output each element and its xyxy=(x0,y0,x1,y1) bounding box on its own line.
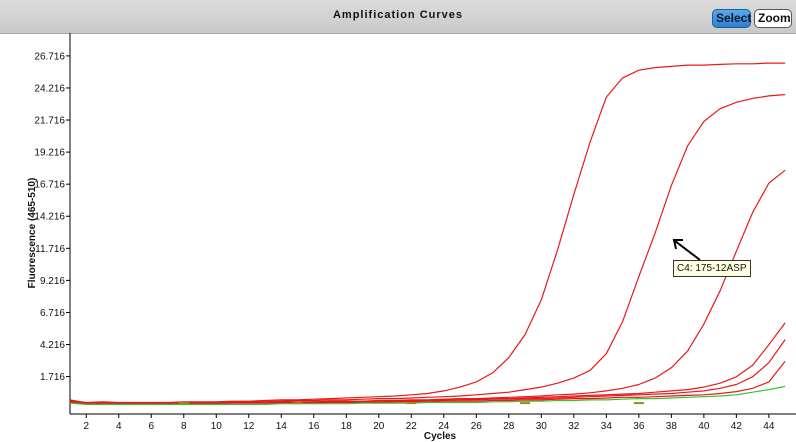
baseline-marker xyxy=(520,402,531,405)
x-tick-label: 44 xyxy=(763,421,775,432)
chart-title: Amplification Curves xyxy=(332,9,464,21)
x-tick-label: 38 xyxy=(666,421,678,432)
arrow-pointer-icon xyxy=(672,239,701,261)
marker-group xyxy=(178,402,644,405)
y-tick-label: 21.716 xyxy=(34,116,65,127)
baseline-marker xyxy=(292,402,303,405)
baseline-marker xyxy=(178,402,189,405)
x-tick-label: 26 xyxy=(471,421,483,432)
x-tick-label: 24 xyxy=(438,421,450,432)
y-tick-label: 16.716 xyxy=(34,180,65,191)
y-axis-title: Fluorescence (465-510) xyxy=(27,178,38,289)
y-tick-group: 1.716 4.216 6.716 9.216 11.716 14.216 16.716 19… xyxy=(34,51,70,383)
amplification-curve-7[interactable] xyxy=(69,385,786,405)
curve-tooltip: C4: 175-12ASP xyxy=(673,260,751,277)
x-tick-label: 22 xyxy=(406,421,418,432)
y-tick-label: 19.216 xyxy=(34,148,65,159)
x-tick-label: 34 xyxy=(601,421,613,432)
baseline-marker xyxy=(633,402,644,405)
amplification-curve-6[interactable] xyxy=(69,361,786,405)
y-tick-label: 26.716 xyxy=(34,51,65,62)
amplification-curve-1[interactable] xyxy=(69,62,786,404)
x-tick-label: 2 xyxy=(83,421,89,432)
x-tick-label: 28 xyxy=(503,421,515,432)
x-tick-label: 40 xyxy=(698,421,710,432)
x-tick-group: 2 4 6 8 10 12 14 16 18 20 22 24 26 28 30 32 34 36 38 40 42 44 xyxy=(83,414,775,432)
x-tick-label: 18 xyxy=(341,421,353,432)
select-button[interactable]: Select xyxy=(712,9,751,28)
axes xyxy=(69,33,796,415)
x-tick-label: 36 xyxy=(633,421,645,432)
x-tick-label: 30 xyxy=(536,421,548,432)
y-tick-label: 6.716 xyxy=(40,308,65,319)
zoom-button[interactable]: Zoom xyxy=(754,9,792,28)
y-tick-label: 4.216 xyxy=(40,340,65,351)
x-axis-title: Cycles xyxy=(424,431,457,442)
y-tick-label: 24.216 xyxy=(34,83,65,94)
y-tick-label: 1.716 xyxy=(40,372,65,383)
x-tick-label: 6 xyxy=(148,421,154,432)
amplification-curve-2[interactable] xyxy=(69,94,786,404)
chart-header-bar: Amplification Curves Select Zoom xyxy=(0,0,796,34)
x-tick-label: 12 xyxy=(243,421,255,432)
x-tick-label: 10 xyxy=(211,421,223,432)
curve-group[interactable] xyxy=(69,62,786,405)
amplification-curve-3[interactable] xyxy=(69,169,786,404)
y-tick-label: 11.716 xyxy=(35,244,65,255)
amplification-curve-4[interactable] xyxy=(69,322,786,404)
x-tick-label: 42 xyxy=(731,421,743,432)
y-tick-label: 14.216 xyxy=(34,212,65,223)
x-tick-label: 20 xyxy=(373,421,385,432)
baseline-marker xyxy=(406,402,417,405)
amplification-plot[interactable]: 1.716 4.216 6.716 9.216 11.716 14.216 16.716 19… xyxy=(0,33,796,442)
x-tick-label: 16 xyxy=(308,421,320,432)
x-tick-label: 14 xyxy=(276,421,288,432)
x-tick-label: 32 xyxy=(568,421,580,432)
y-tick-label: 9.216 xyxy=(40,276,65,287)
x-tick-label: 4 xyxy=(116,421,122,432)
x-tick-label: 8 xyxy=(181,421,187,432)
